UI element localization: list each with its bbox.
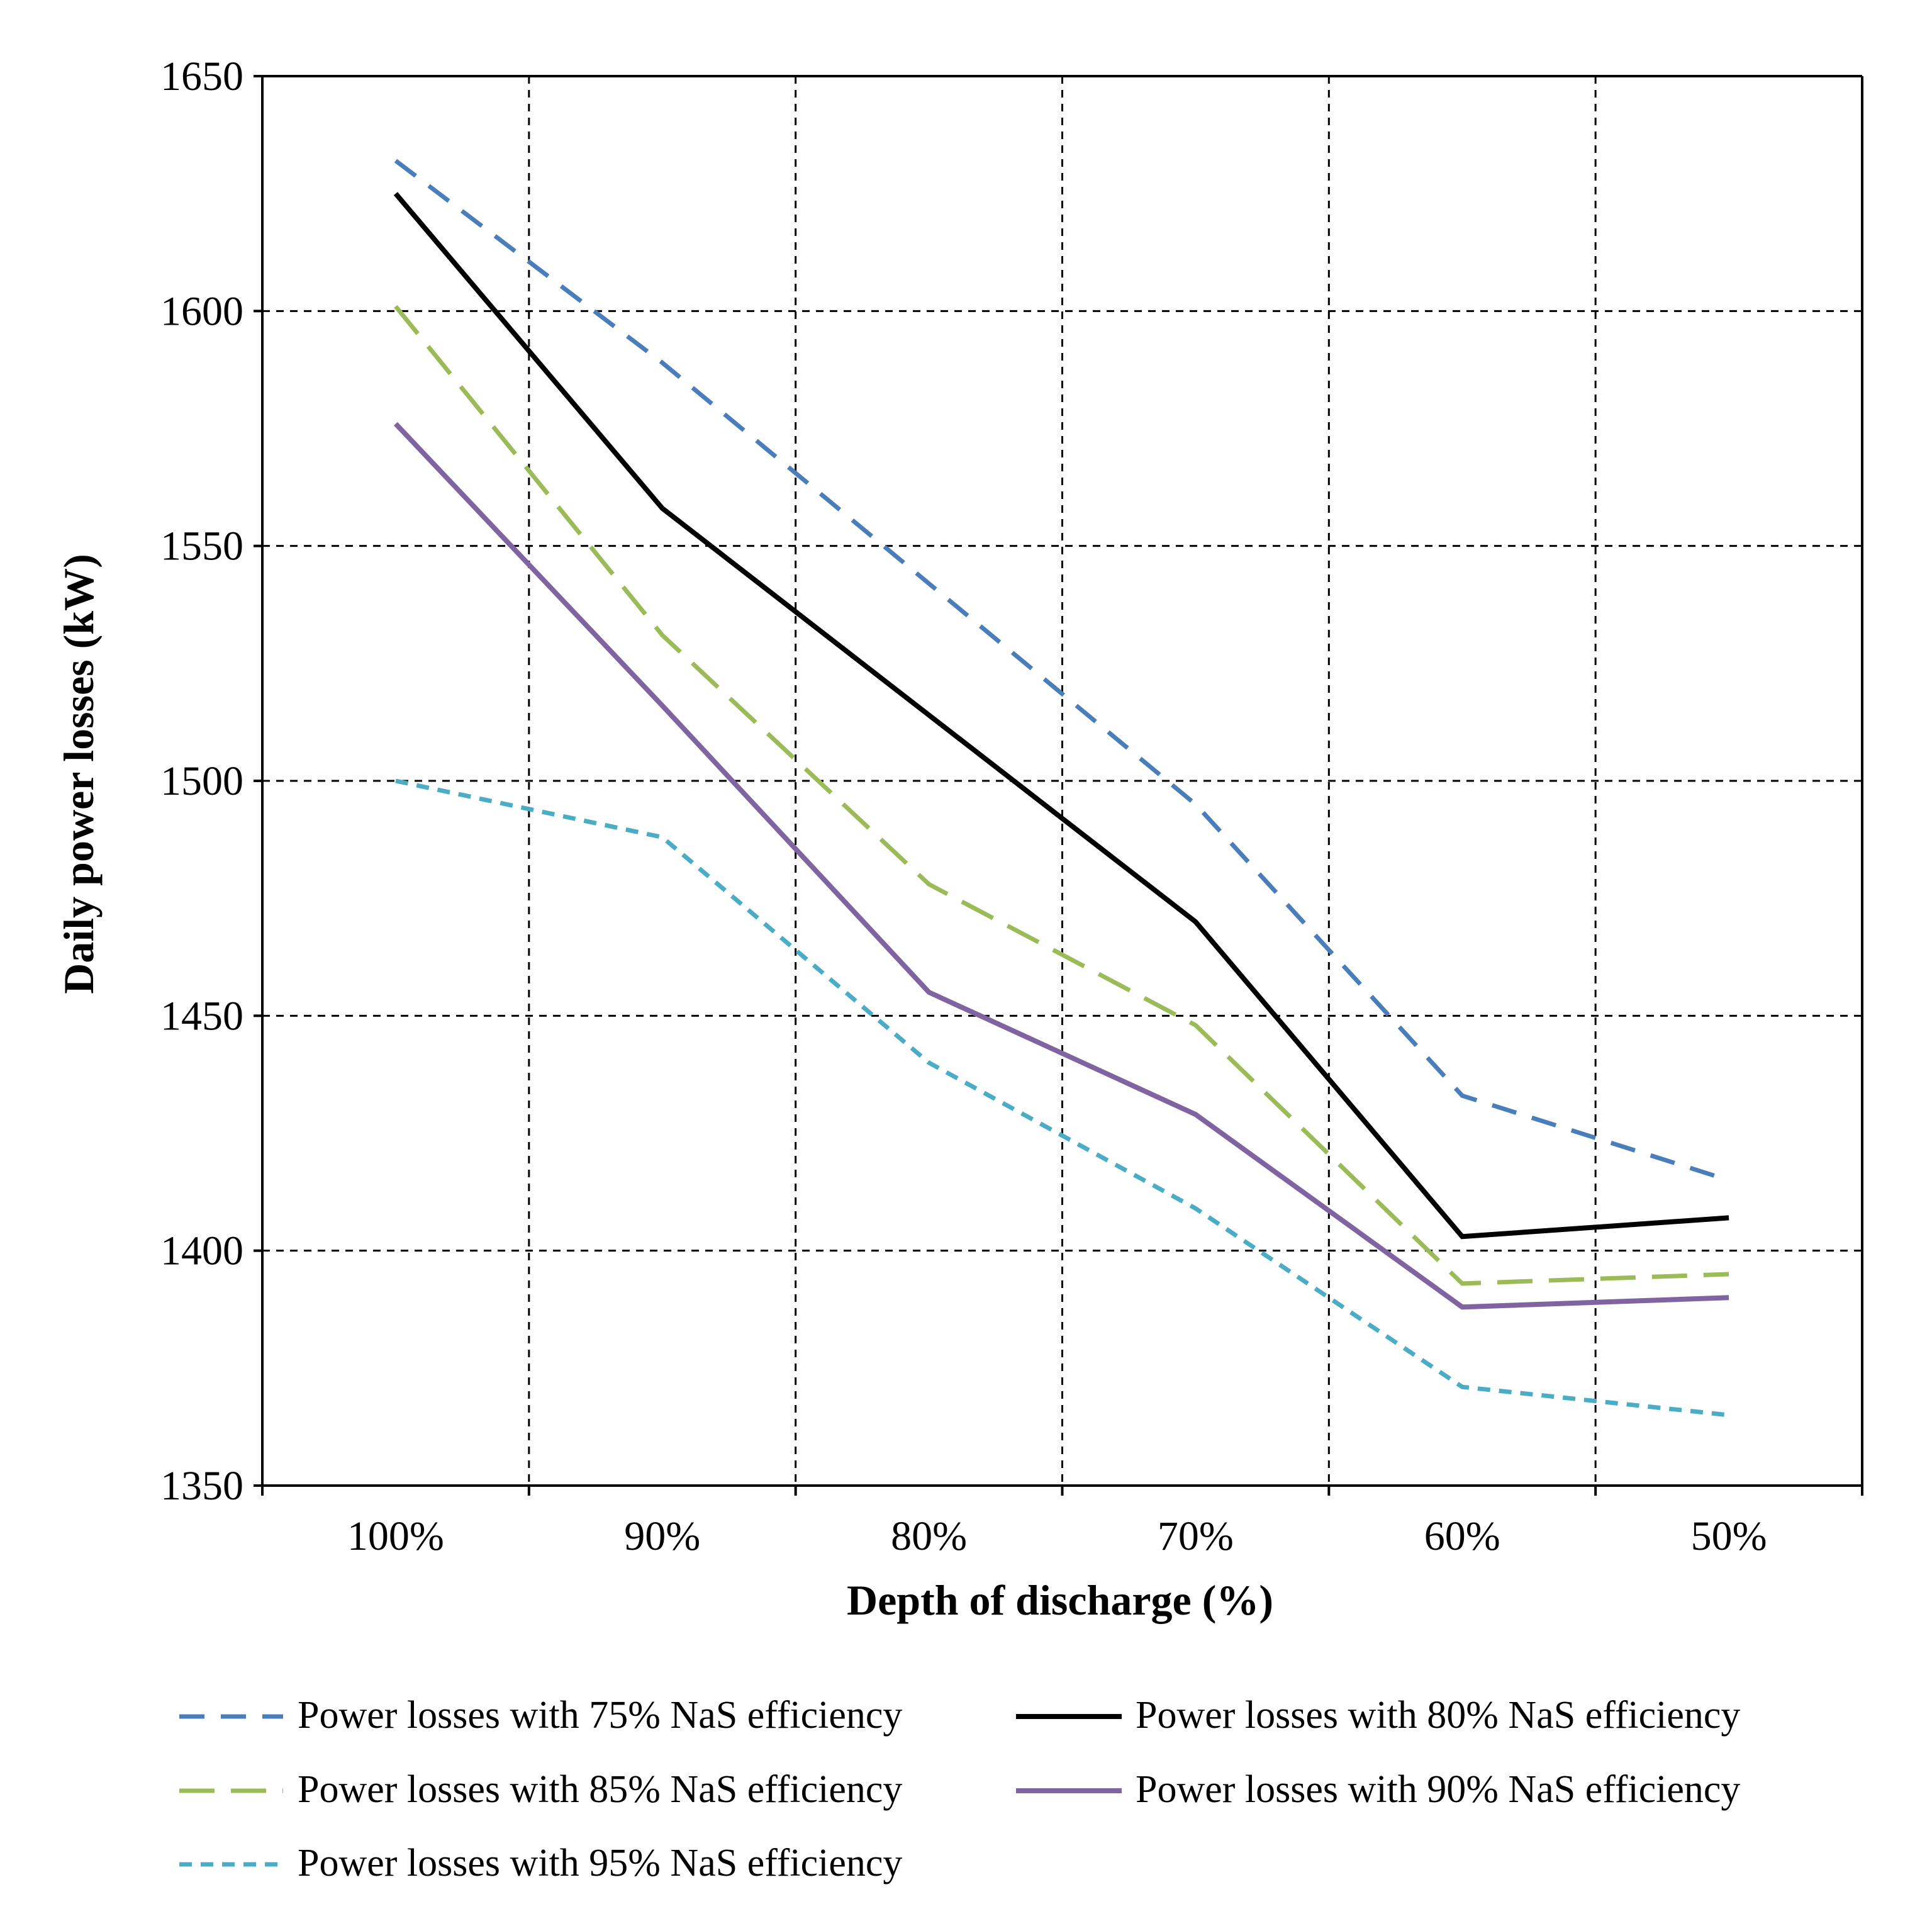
legend-item: Power losses with 85% NaS efficiency (179, 1768, 902, 1811)
series-line-4 (393, 422, 1729, 1310)
series-line-1 (394, 159, 1730, 1183)
series-line-3 (394, 305, 1729, 1286)
x-tick-label: 100% (347, 1513, 444, 1559)
legend-label: Power losses with 90% NaS efficiency (1136, 1768, 1740, 1811)
x-tick-label: 90% (624, 1513, 700, 1559)
series-line-5 (395, 778, 1729, 1418)
x-tick-label: 50% (1691, 1513, 1767, 1559)
legend-label: Power losses with 75% NaS efficiency (298, 1694, 902, 1737)
y-tick-label: 1600 (160, 288, 243, 334)
legend-item: Power losses with 75% NaS efficiency (179, 1694, 902, 1737)
y-axis-ticks: 1350 1400 1450 1500 1550 1600 1650 (160, 53, 262, 1509)
x-axis-title: Depth of discharge (%) (847, 1576, 1273, 1624)
legend-label: Power losses with 85% NaS efficiency (298, 1768, 902, 1811)
series-lines (393, 159, 1730, 1418)
legend: Power losses with 75% NaS efficiency Powe… (179, 1694, 1740, 1885)
legend-item: Power losses with 80% NaS efficiency (1016, 1694, 1740, 1737)
x-tick-label: 70% (1158, 1513, 1234, 1559)
y-tick-label: 1550 (160, 524, 243, 569)
legend-label: Power losses with 80% NaS efficiency (1136, 1694, 1740, 1737)
legend-item: Power losses with 95% NaS efficiency (179, 1842, 902, 1885)
x-axis-ticks: 100% 90% 80% 70% 60% 50% (261, 1486, 1863, 1559)
y-tick-label: 1350 (160, 1463, 243, 1509)
y-tick-label: 1650 (160, 53, 243, 99)
y-tick-label: 1500 (160, 758, 243, 804)
gridlines (262, 76, 1862, 1486)
y-tick-label: 1400 (160, 1228, 243, 1274)
y-tick-label: 1450 (160, 993, 243, 1039)
legend-label: Power losses with 95% NaS efficiency (298, 1842, 902, 1885)
legend-item: Power losses with 90% NaS efficiency (1016, 1768, 1740, 1811)
x-tick-label: 80% (891, 1513, 967, 1559)
x-tick-label: 60% (1424, 1513, 1500, 1559)
series-line-2 (393, 192, 1729, 1240)
y-axis-title: Daily power losses (kW) (55, 554, 103, 994)
